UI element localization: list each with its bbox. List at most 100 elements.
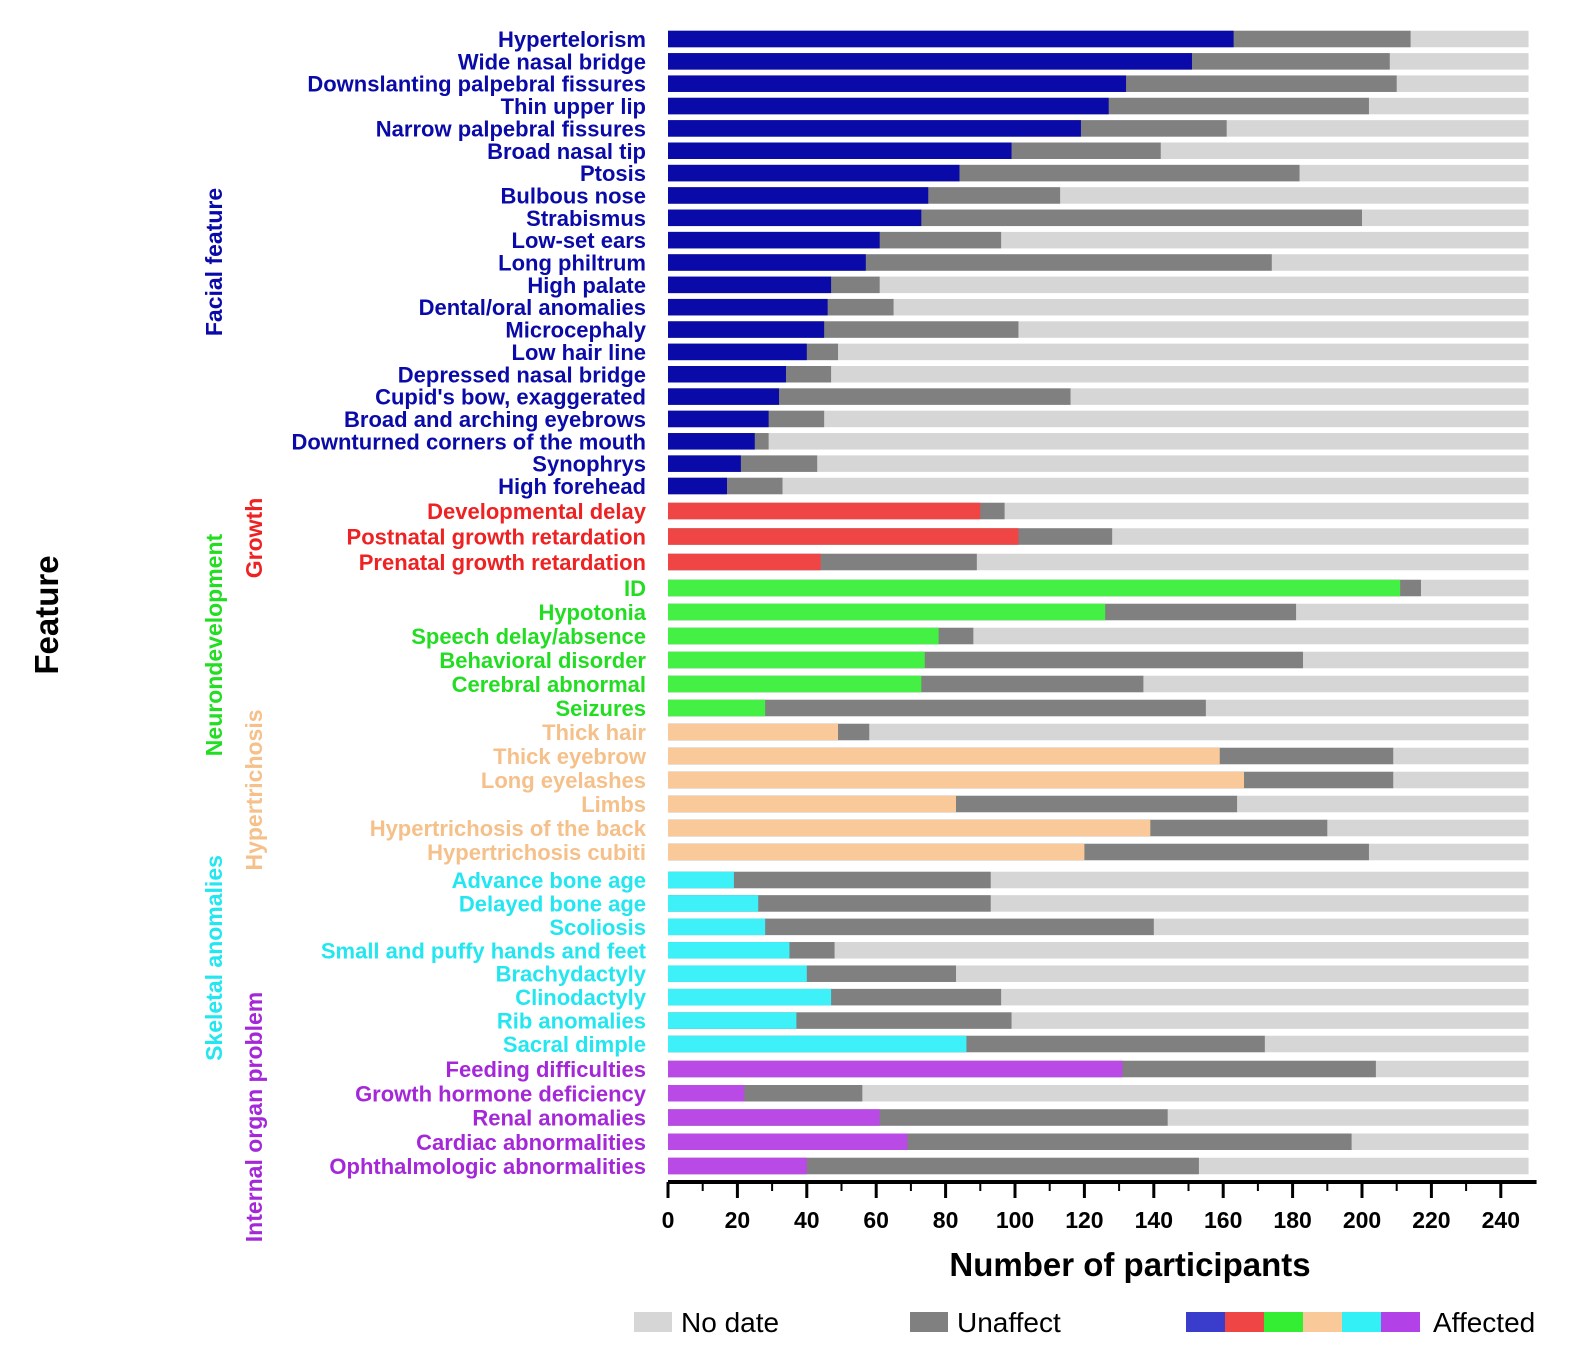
bar-affected-speech-delay-absence <box>668 627 939 645</box>
feature-label-cerebral-abnormal: Cerebral abnormal <box>452 672 646 697</box>
x-tick-label-100: 100 <box>996 1207 1034 1233</box>
bar-affected-long-philtrum <box>668 254 866 271</box>
bar-affected-limbs <box>668 795 957 813</box>
feature-label-ptosis: Ptosis <box>580 161 646 186</box>
bar-affected-dental-oral-anomalies <box>668 298 828 316</box>
legend-label-affected: Affected <box>1433 1307 1535 1338</box>
feature-label-speech-delay-absence: Speech delay/absence <box>411 624 646 649</box>
feature-label-high-forehead: High forehead <box>498 474 646 499</box>
x-axis: 0 20 40 60 80 100 120 140 160 180 200 220 240 <box>662 1180 1537 1233</box>
bar-nodate-low-hair-line <box>668 343 1529 361</box>
legend-swatch-unaffected <box>910 1312 948 1332</box>
bar-affected-thick-eyebrow <box>668 747 1220 765</box>
feature-label-downslanting-palpebral-fissures: Downslanting palpebral fissures <box>307 72 646 97</box>
feature-label-prenatal-growth-retardation: Prenatal growth retardation <box>359 550 646 575</box>
bar-unaffected-advance-bone-age <box>668 871 991 889</box>
legend-swatch-affected-5 <box>1381 1312 1420 1332</box>
x-tick-label-80: 80 <box>933 1207 959 1233</box>
bar-nodate-synophrys <box>668 455 1529 472</box>
bar-affected-renal-anomalies <box>668 1109 880 1126</box>
group-labels: Facial feature Growth Neurondevelopment Hyp… <box>201 188 267 1242</box>
group-label-growth: Growth <box>241 498 267 579</box>
x-tick-label-0: 0 <box>662 1207 675 1233</box>
x-tick-label-220: 220 <box>1412 1207 1450 1233</box>
bar-affected-small-and-puffy-hands-and-feet <box>668 942 790 959</box>
bar-affected-depressed-nasal-bridge <box>668 366 786 383</box>
bar-affected-scoliosis <box>668 918 766 936</box>
bar-nodate-small-and-puffy-hands-and-feet <box>668 942 1529 959</box>
bar-affected-prenatal-growth-retardation <box>668 553 821 571</box>
bar-affected-low-hair-line <box>668 343 807 361</box>
feature-label-hypertelorism: Hypertelorism <box>498 27 646 52</box>
feature-label-hypertrichosis-cubiti: Hypertrichosis cubiti <box>427 840 646 865</box>
feature-label-cupid-s-bow-exaggerated: Cupid's bow, exaggerated <box>375 385 646 410</box>
legend-swatch-affected-2 <box>1264 1312 1303 1332</box>
bar-affected-seizures <box>668 699 766 717</box>
bar-affected-broad-and-arching-eyebrows <box>668 410 769 428</box>
feature-label-advance-bone-age: Advance bone age <box>452 868 646 893</box>
group-label-neurondevelopment: Neurondevelopment <box>201 533 227 756</box>
feature-label-long-eyelashes: Long eyelashes <box>481 768 646 793</box>
bar-affected-clinodactyly <box>668 988 832 1006</box>
feature-label-developmental-delay: Developmental delay <box>427 499 647 524</box>
feature-label-thin-upper-lip: Thin upper lip <box>501 94 646 119</box>
feature-label-long-philtrum: Long philtrum <box>498 251 646 276</box>
legend-label-nodate: No date <box>681 1307 779 1338</box>
bar-affected-hypertrichosis-cubiti <box>668 843 1085 861</box>
legend-swatch-affected-0 <box>1186 1312 1225 1332</box>
feature-label-thick-hair: Thick hair <box>542 720 646 745</box>
x-tick-label-60: 60 <box>863 1207 889 1233</box>
x-tick-label-200: 200 <box>1343 1207 1381 1233</box>
bar-affected-wide-nasal-bridge <box>668 53 1192 70</box>
feature-label-hypertrichosis-of-the-back: Hypertrichosis of the back <box>370 816 647 841</box>
bar-affected-advance-bone-age <box>668 871 734 889</box>
feature-label-behavioral-disorder: Behavioral disorder <box>439 648 646 673</box>
x-tick-label-40: 40 <box>794 1207 820 1233</box>
bar-affected-cardiac-abnormalities <box>668 1133 908 1150</box>
legend: No date Unaffect Affected <box>634 1307 1535 1338</box>
bar-affected-microcephaly <box>668 321 825 338</box>
bar-affected-long-eyelashes <box>668 771 1245 789</box>
group-label-hypertrichosis: Hypertrichosis <box>241 709 267 870</box>
bar-affected-downslanting-palpebral-fissures <box>668 75 1127 92</box>
feature-label-broad-and-arching-eyebrows: Broad and arching eyebrows <box>344 407 646 432</box>
feature-label-postnatal-growth-retardation: Postnatal growth retardation <box>347 525 646 550</box>
x-tick-label-120: 120 <box>1065 1207 1103 1233</box>
bar-affected-downturned-corners-of-the-mouth <box>668 433 755 450</box>
bar-affected-synophrys <box>668 455 741 472</box>
legend-swatch-affected-1 <box>1225 1312 1264 1332</box>
bar-affected-cupid-s-bow-exaggerated <box>668 388 780 405</box>
feature-label-high-palate: High palate <box>527 273 646 298</box>
bar-affected-thin-upper-lip <box>668 97 1109 115</box>
bar-affected-hypertelorism <box>668 30 1234 48</box>
feature-label-ophthalmologic-abnormalities: Ophthalmologic abnormalities <box>329 1154 646 1179</box>
bar-affected-postnatal-growth-retardation <box>668 528 1019 545</box>
bar-affected-low-set-ears <box>668 231 880 249</box>
bar-affected-behavioral-disorder <box>668 651 925 669</box>
bar-affected-narrow-palpebral-fissures <box>668 120 1081 137</box>
legend-swatch-affected-4 <box>1342 1312 1381 1332</box>
feature-label-narrow-palpebral-fissures: Narrow palpebral fissures <box>376 116 646 141</box>
legend-swatch-nodate <box>634 1312 672 1332</box>
legend-label-unaffected: Unaffect <box>957 1307 1061 1338</box>
bar-affected-sacral-dimple <box>668 1035 967 1053</box>
group-label-internal-organ-problem: Internal organ problem <box>241 992 267 1242</box>
feature-label-brachydactyly: Brachydactyly <box>496 962 647 987</box>
feature-label-rib-anomalies: Rib anomalies <box>497 1009 646 1034</box>
bar-affected-ptosis <box>668 164 960 182</box>
bar-affected-brachydactyly <box>668 965 807 982</box>
group-label-skeletal-anomalies: Skeletal anomalies <box>201 855 227 1061</box>
bar-nodate-growth-hormone-deficiency <box>668 1085 1529 1102</box>
feature-label-hypotonia: Hypotonia <box>538 600 646 625</box>
feature-label-renal-anomalies: Renal anomalies <box>472 1106 646 1131</box>
bar-unaffected-scoliosis <box>668 918 1154 936</box>
bar-affected-developmental-delay <box>668 502 981 520</box>
feature-label-broad-nasal-tip: Broad nasal tip <box>487 139 646 164</box>
bar-affected-rib-anomalies <box>668 1012 797 1029</box>
feature-label-id: ID <box>624 576 646 601</box>
bar-nodate-high-forehead <box>668 477 1529 495</box>
feature-label-microcephaly: Microcephaly <box>505 318 646 343</box>
bar-affected-delayed-bone-age <box>668 895 759 912</box>
